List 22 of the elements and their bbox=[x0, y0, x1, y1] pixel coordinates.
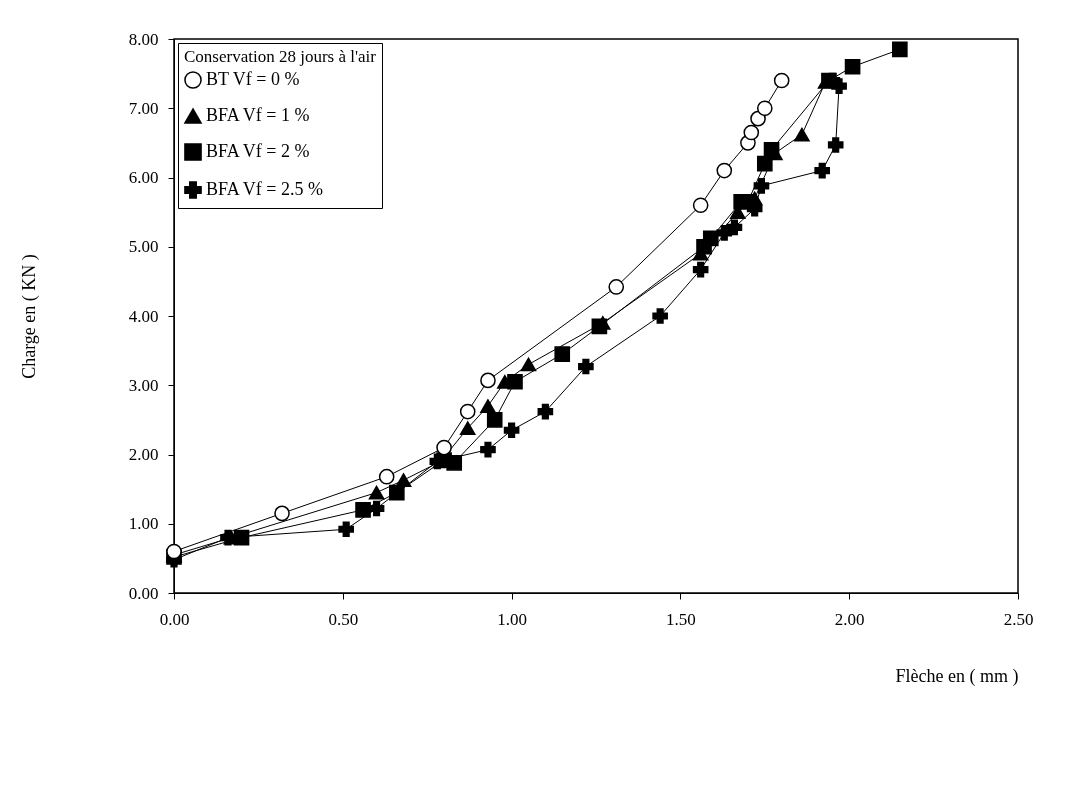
y-tick-label: 3.00 bbox=[128, 375, 159, 395]
x-tick-label: 2.50 bbox=[1003, 609, 1034, 629]
x-tick-label: 0.00 bbox=[159, 609, 190, 629]
y-tick-label: 2.00 bbox=[128, 445, 159, 464]
y-tick-label: 0.00 bbox=[128, 583, 159, 603]
x-tick-label: 2.00 bbox=[834, 609, 865, 629]
y-tick-label: 7.00 bbox=[128, 98, 159, 118]
legend-label: BFA Vf = 2 % bbox=[206, 141, 310, 161]
x-tick-label: 1.00 bbox=[497, 609, 527, 629]
legend-label: BT Vf = 0 % bbox=[206, 69, 300, 89]
legend-title: Conservation 28 jours à l'air bbox=[184, 47, 377, 66]
y-tick-label: 4.00 bbox=[128, 306, 159, 326]
y-tick-label: 5.00 bbox=[128, 237, 159, 257]
x-axis-title: Flèche en ( mm ) bbox=[895, 665, 1019, 687]
y-axis-title: Charge en ( KN ) bbox=[18, 254, 40, 379]
x-tick-label: 1.50 bbox=[666, 609, 696, 629]
y-tick-label: 1.00 bbox=[128, 514, 159, 534]
legend-label: BFA Vf = 1 % bbox=[206, 105, 310, 125]
x-tick-label: 0.50 bbox=[328, 609, 359, 629]
y-tick-label: 8.00 bbox=[128, 29, 159, 49]
legend-label: BFA Vf = 2.5 % bbox=[206, 179, 324, 199]
y-tick-label: 6.00 bbox=[128, 168, 159, 187]
